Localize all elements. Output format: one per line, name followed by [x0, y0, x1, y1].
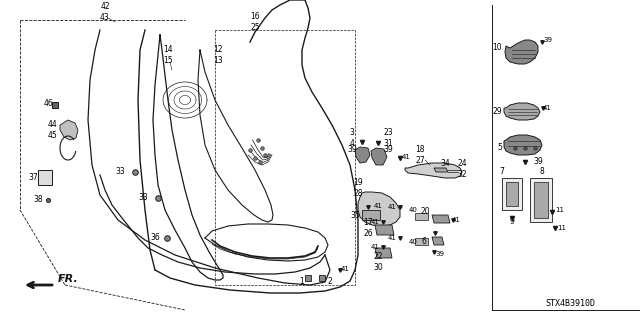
Text: 2: 2 — [328, 278, 332, 286]
Polygon shape — [504, 135, 542, 155]
Text: 41: 41 — [388, 235, 396, 241]
Polygon shape — [375, 248, 392, 258]
Text: 41: 41 — [371, 219, 380, 225]
Text: 8: 8 — [540, 167, 545, 176]
Polygon shape — [405, 163, 462, 178]
Text: 7: 7 — [500, 167, 504, 176]
Text: 16
25: 16 25 — [250, 12, 260, 32]
Polygon shape — [358, 192, 400, 226]
Text: 41: 41 — [340, 266, 349, 272]
Text: 18
27: 18 27 — [415, 145, 425, 165]
Text: 46: 46 — [43, 99, 53, 108]
Text: 40: 40 — [408, 239, 417, 245]
Text: 20: 20 — [420, 206, 430, 216]
Polygon shape — [530, 178, 552, 222]
Text: 41: 41 — [452, 217, 460, 223]
Text: 29: 29 — [492, 108, 502, 116]
Text: 1: 1 — [300, 278, 305, 286]
Text: 39: 39 — [347, 145, 357, 154]
Text: 9: 9 — [509, 218, 515, 226]
Text: 14
15: 14 15 — [163, 45, 173, 65]
Text: 10: 10 — [492, 43, 502, 53]
Polygon shape — [502, 178, 522, 210]
Text: 38: 38 — [33, 196, 43, 204]
Text: 11: 11 — [557, 225, 566, 231]
Polygon shape — [434, 168, 448, 172]
Text: 39: 39 — [383, 145, 393, 154]
Text: 22
30: 22 30 — [373, 252, 383, 272]
Text: 36: 36 — [150, 234, 160, 242]
Text: 3
4: 3 4 — [349, 128, 355, 148]
Text: 12
13: 12 13 — [213, 45, 223, 65]
Polygon shape — [355, 147, 370, 163]
Text: 5: 5 — [497, 143, 502, 152]
Text: 6: 6 — [422, 236, 426, 246]
Polygon shape — [432, 237, 444, 245]
Text: 11: 11 — [556, 207, 564, 213]
Polygon shape — [415, 238, 428, 245]
Text: 33: 33 — [115, 167, 125, 176]
Polygon shape — [504, 103, 540, 120]
Polygon shape — [534, 182, 548, 218]
Polygon shape — [38, 170, 52, 185]
Text: 17
26: 17 26 — [363, 218, 373, 238]
Polygon shape — [371, 148, 387, 165]
Polygon shape — [432, 215, 450, 223]
Text: STX4B3910D: STX4B3910D — [545, 299, 595, 308]
Text: 41: 41 — [374, 203, 383, 209]
Text: 39: 39 — [533, 158, 543, 167]
Text: 39: 39 — [543, 37, 552, 43]
Text: 40: 40 — [408, 207, 417, 213]
Text: 41: 41 — [543, 105, 552, 111]
Polygon shape — [375, 225, 394, 235]
Text: 42
43: 42 43 — [100, 2, 110, 22]
Text: 33: 33 — [138, 194, 148, 203]
Text: 34: 34 — [440, 159, 450, 167]
Text: 19
28: 19 28 — [353, 178, 363, 198]
Text: 41: 41 — [371, 244, 380, 250]
Text: FR.: FR. — [58, 274, 79, 284]
Polygon shape — [415, 213, 428, 220]
Text: 37: 37 — [28, 174, 38, 182]
Polygon shape — [505, 40, 538, 64]
Text: 44
45: 44 45 — [47, 120, 57, 140]
Polygon shape — [362, 210, 380, 220]
Text: 39: 39 — [435, 251, 445, 257]
Text: 41: 41 — [401, 154, 410, 160]
Polygon shape — [506, 182, 518, 206]
Text: 24
32: 24 32 — [457, 159, 467, 179]
Text: 41: 41 — [388, 204, 396, 210]
Text: 35: 35 — [350, 211, 360, 220]
Text: 23
31: 23 31 — [383, 128, 393, 148]
Polygon shape — [60, 120, 78, 140]
